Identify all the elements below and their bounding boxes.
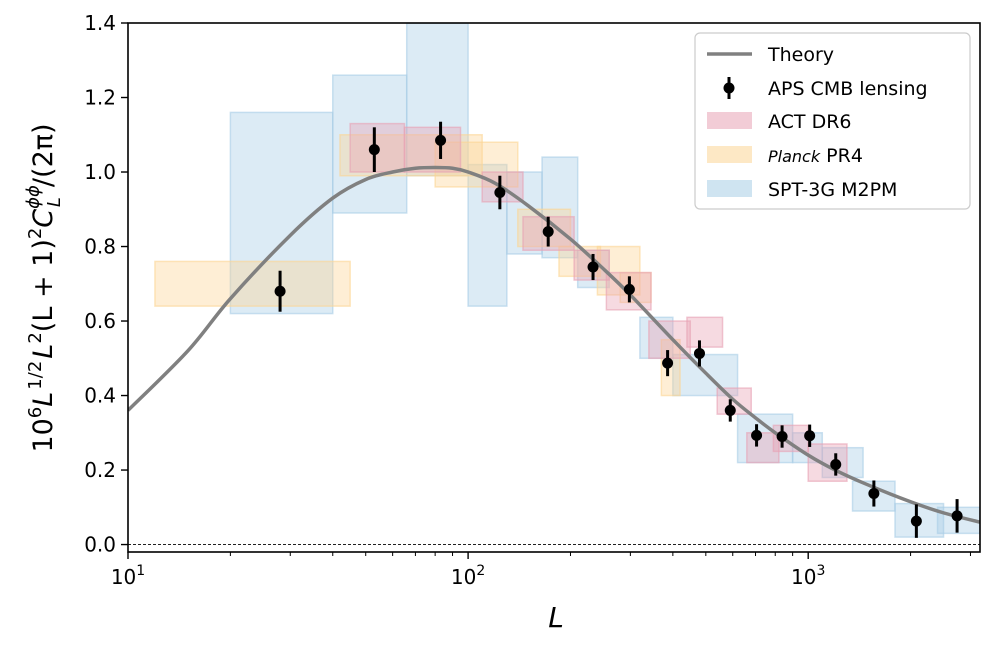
aps-point-4 [542,216,554,247]
aps-marker-10 [751,429,763,441]
act-box-7 [686,316,724,348]
planck-box-2 [434,141,519,188]
aps-point-16 [951,499,963,533]
y-label-L1: L [28,392,59,407]
x-tick-label-1: 102 [451,563,485,589]
aps-marker-13 [830,458,842,470]
aps-marker-14 [868,488,880,500]
act-box-11 [807,443,848,482]
aps-point-13 [830,453,842,476]
legend-act-swatch [707,112,752,129]
y-tick-label-0: 0.0 [84,533,116,557]
y-label-half: 1/2 [25,361,46,390]
y-axis-label: 106L1/2L2(L + 1)2CϕϕL/(2π) [23,123,65,452]
y-label-sub: L [44,197,65,207]
aps-point-7 [662,350,674,377]
aps-marker-3 [494,187,506,199]
x-tick-label-2: 103 [791,563,825,589]
y-label-mid: (L + 1) [28,239,59,332]
x-tick-label-0: 101 [111,563,145,589]
planck-box-0 [154,260,351,307]
aps-point-12 [804,424,816,447]
legend: Theory APS CMB lensing ACT DR6 Planck PR… [694,32,971,210]
legend-planck-swatch [707,146,752,163]
spt-box-2 [405,23,469,177]
y-tick-label-5: 1.0 [84,160,116,184]
legend-frame [694,32,971,210]
y-label-L2: L [28,344,59,359]
spt-box-4 [506,171,543,255]
y-tick-label-3: 0.6 [84,309,116,333]
aps-point-11 [776,425,788,448]
theory-curve [128,165,980,524]
aps-point-1 [368,127,380,173]
x-axis-ticks: 101 102 103 [111,552,971,589]
aps-marker-6 [623,283,635,295]
aps-marker-5 [587,261,599,273]
aps-point-6 [623,276,635,303]
aps-marker-2 [435,134,447,146]
x-axis-label: L [548,601,564,634]
y-label-C: C [28,209,59,228]
aps-marker-9 [724,404,736,416]
aps-point-14 [868,480,880,507]
aps-marker-0 [274,285,286,297]
legend-aps-swatch [723,77,735,99]
legend-theory-label: Theory [767,44,834,66]
legend-aps-label: APS CMB lensing [768,78,928,100]
y-label-sq2: 2 [25,228,46,239]
y-tick-label-6: 1.2 [84,86,116,110]
aps-marker-1 [368,144,380,156]
legend-act-label: ACT DR6 [768,111,852,133]
aps-point-3 [494,175,506,210]
aps-point-10 [751,424,763,447]
aps-point-0 [274,270,286,312]
legend-spt-label: SPT-3G M2PM [768,179,897,201]
y-tick-label-7: 1.4 [84,11,116,35]
aps-marker-11 [776,431,788,443]
y-label-sup: ϕϕ [23,185,44,209]
aps-marker-4 [542,226,554,238]
aps-point-8 [693,340,705,367]
y-tick-label-2: 0.4 [84,384,116,408]
y-tick-label-4: 0.8 [84,235,116,259]
legend-spt-swatch [707,180,752,197]
theory-line [128,165,980,524]
y-label-exp: 6 [25,407,46,418]
aps-point-5 [587,253,599,281]
planck-box-3 [517,208,572,248]
aps-marker-7 [662,357,674,369]
legend-planck-label: Planck PR4 [768,145,863,167]
y-tick-label-1: 0.2 [84,458,116,482]
plot-frame [127,22,981,553]
aps-point-9 [724,399,736,422]
y-label-tail: /(2π) [28,123,59,187]
y-axis-ticks: 0.0 0.2 0.4 0.6 0.8 1.0 1.2 1.4 [84,11,128,557]
aps-marker-15 [910,515,922,527]
aps-point-15 [910,504,922,538]
y-label-base: 10 [28,418,59,452]
aps-point-2 [435,121,447,159]
y-label-sq1: 2 [25,332,46,343]
aps-marker-16 [951,510,963,522]
aps-marker-8 [693,347,705,359]
act-box-1 [403,126,462,173]
aps-cmb-lensing-points [274,121,963,538]
aps-marker-12 [804,430,816,442]
